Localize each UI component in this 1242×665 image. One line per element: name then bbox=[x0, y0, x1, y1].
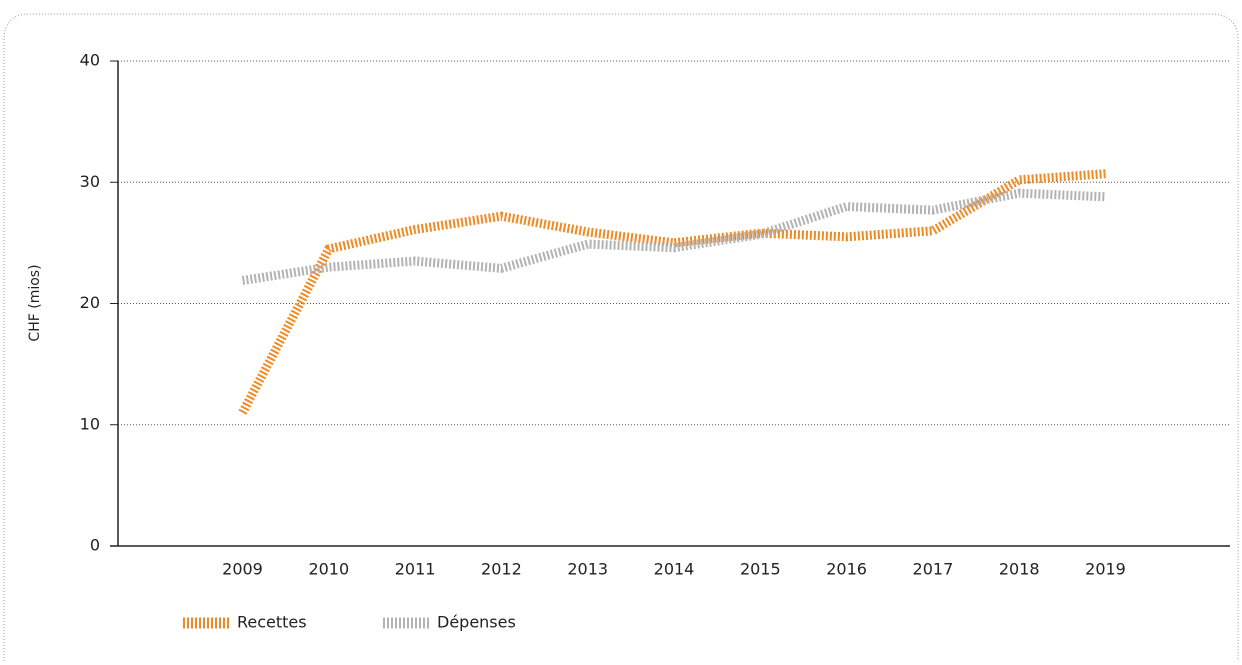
x-tick-label: 2009 bbox=[222, 560, 263, 579]
x-tick-label: 2016 bbox=[826, 560, 867, 579]
legend-label: Recettes bbox=[237, 613, 307, 632]
x-tick-label: 2012 bbox=[481, 560, 522, 579]
series-line bbox=[241, 188, 1106, 285]
x-tick-label: 2010 bbox=[308, 560, 349, 579]
x-tick-label: 2019 bbox=[1085, 560, 1126, 579]
x-tick-label: 2018 bbox=[999, 560, 1040, 579]
y-tick-label: 10 bbox=[80, 414, 100, 433]
frame bbox=[3, 13, 1239, 661]
x-tick-label: 2014 bbox=[654, 560, 695, 579]
y-tick-label: 0 bbox=[90, 536, 100, 555]
x-tick-label: 2017 bbox=[913, 560, 954, 579]
y-tick-label: 20 bbox=[80, 293, 100, 312]
x-tick-label: 2015 bbox=[740, 560, 781, 579]
y-tick-label: 40 bbox=[80, 51, 100, 70]
x-tick-label: 2013 bbox=[567, 560, 608, 579]
y-tick-label: 30 bbox=[80, 172, 100, 191]
y-axis-label: CHF (mios) bbox=[27, 264, 43, 341]
series-line bbox=[238, 169, 1106, 415]
legend-label: Dépenses bbox=[437, 613, 516, 632]
x-tick-label: 2011 bbox=[395, 560, 436, 579]
